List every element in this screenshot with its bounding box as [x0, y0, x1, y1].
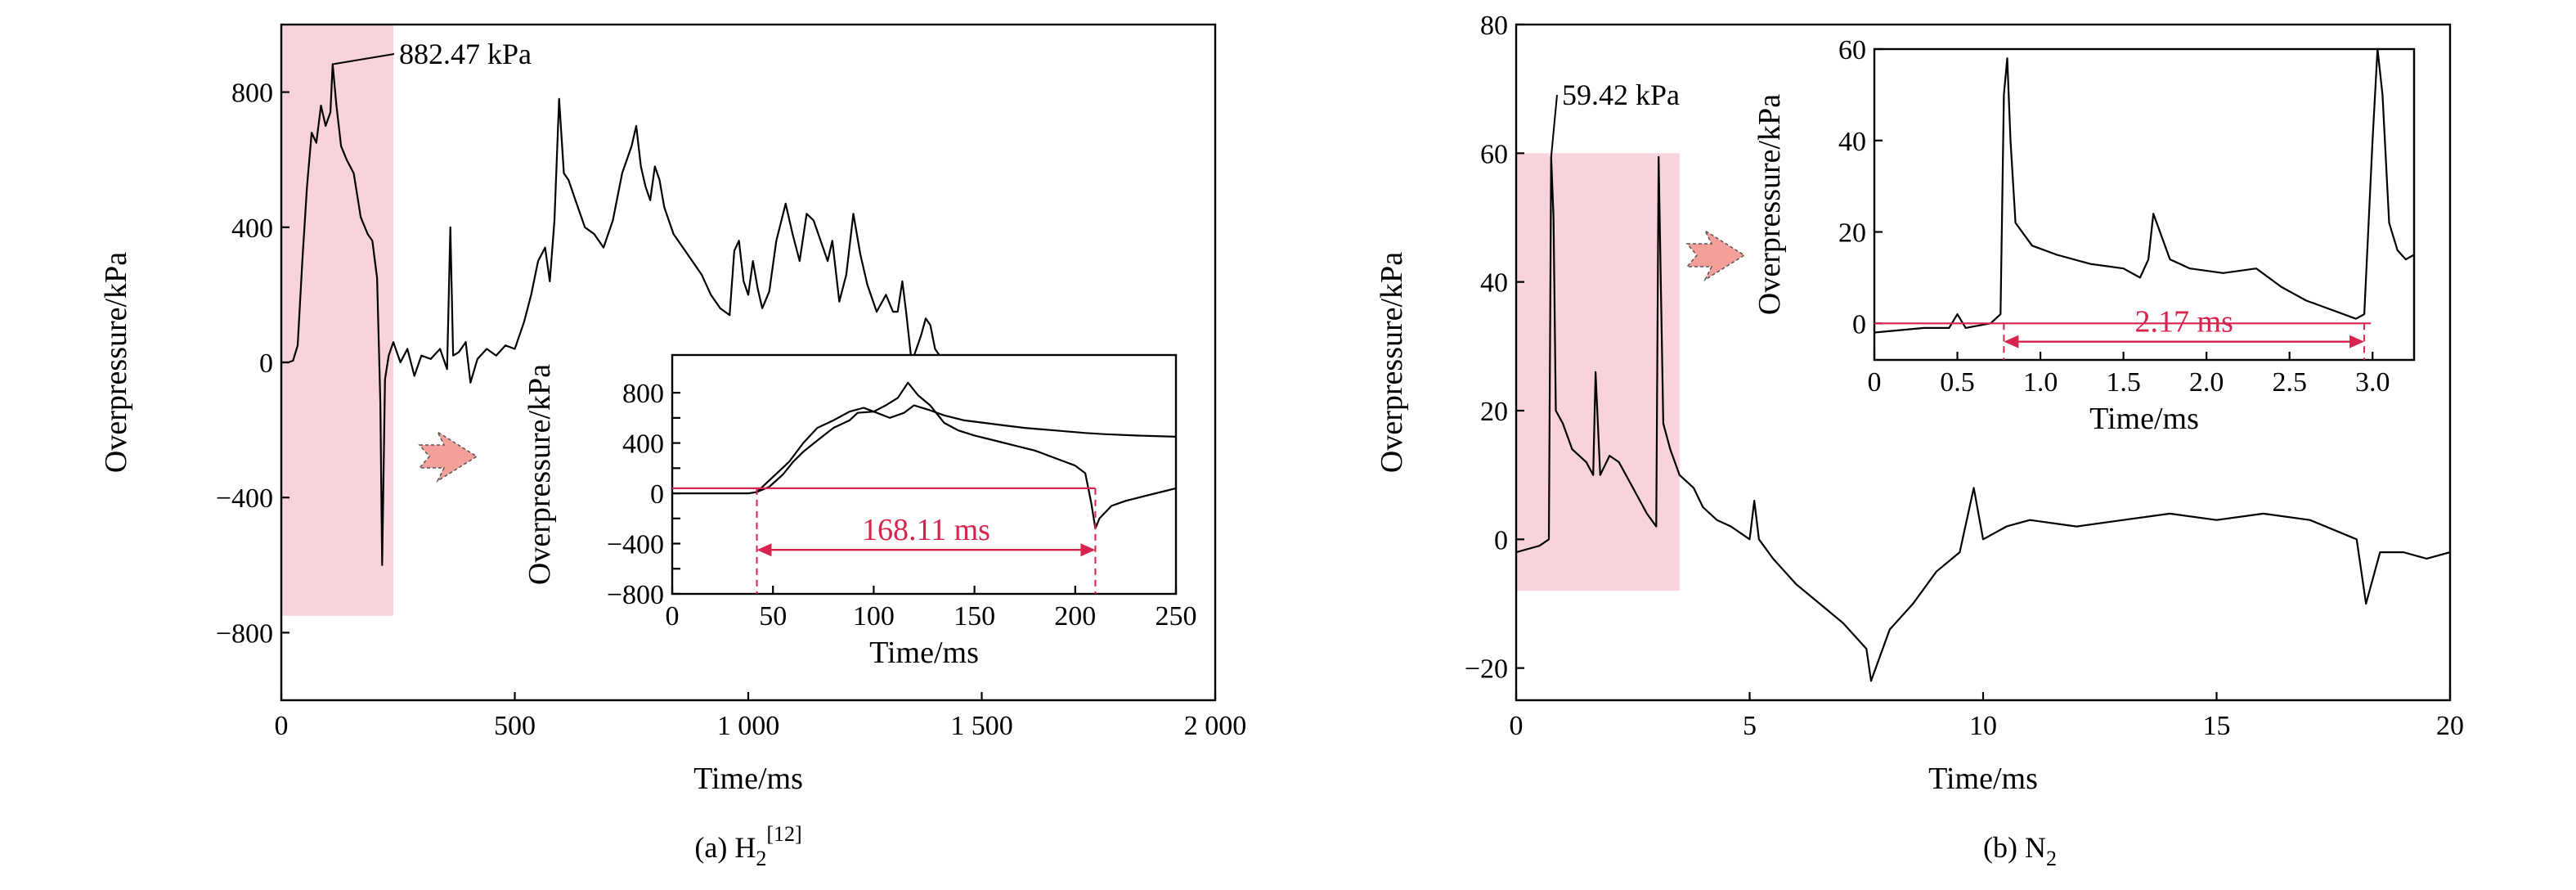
b-x-tick-label: 10	[1969, 711, 1997, 741]
b-inset-x-tick-label: 1.5	[2106, 367, 2141, 398]
a-caption-superscript: [12]	[766, 822, 801, 846]
b-x-tick-label: 0	[1510, 711, 1524, 741]
b-x-tick-label: 15	[2203, 711, 2231, 741]
a-peak-leader	[332, 53, 395, 65]
panel-a-h2: 0 500 1 000 1 500 2 000−800−4000400800Time/m…	[99, 23, 1247, 870]
b-inset-background	[1874, 49, 2414, 360]
b-zoom-arrow-icon	[1685, 228, 1746, 282]
a-inset-x-tick-label: 200	[1054, 601, 1096, 632]
a-x-tick-label: 0	[275, 711, 289, 741]
b-inset-y-tick-label: 0	[1852, 309, 1866, 339]
b-x-axis-label: Time/ms	[1928, 762, 2038, 796]
a-x-tick-label: 2 000	[1184, 711, 1247, 741]
a-inset-series-line-1	[756, 381, 1176, 530]
b-y-tick-label: 80	[1480, 11, 1508, 41]
b-inset-interval-arrow-left	[2004, 335, 2019, 348]
a-inset-x-tick-label: 50	[759, 601, 787, 632]
a-inset-x-axis-label: Time/ms	[869, 636, 979, 670]
b-inset-x-tick-label: 0.5	[1940, 367, 1975, 398]
a-y-tick-label: 400	[231, 214, 273, 244]
b-x-tick-label: 5	[1743, 711, 1757, 741]
a-inset-y-tick-label: 800	[622, 379, 664, 409]
a-inset-y-tick-label: 0	[650, 479, 664, 510]
a-x-tick-label: 500	[494, 711, 536, 741]
a-highlight-region	[281, 25, 394, 616]
a-y-tick-label: 800	[231, 79, 273, 109]
a-inset-interval-label: 168.11 ms	[862, 513, 990, 547]
b-inset-y-axis-label: Overpressure/kPa	[1752, 94, 1787, 315]
a-inset-x-tick-label: 0	[666, 601, 680, 632]
a-inset-interval-arrow-left	[756, 543, 772, 557]
b-highlight-region	[1516, 153, 1680, 591]
a-peak-label: 882.47 kPa	[399, 38, 532, 70]
a-x-tick-label: 1 000	[717, 711, 780, 741]
a-y-axis-label: Overpressure/kPa	[99, 252, 133, 473]
b-inset-x-axis-label: Time/ms	[2089, 402, 2199, 436]
a-series-line-0	[281, 63, 959, 566]
a-y-tick-label: −400	[216, 483, 273, 514]
a-inset-frame	[671, 353, 1178, 596]
a-inset-x-tick-label: 150	[954, 601, 995, 632]
b-peak-leader	[1550, 94, 1558, 157]
a-inset-y-tick-label: 400	[622, 429, 664, 460]
a-inset-y-tick-label: −800	[607, 580, 664, 610]
b-inset-interval-label: 2.17 ms	[2135, 305, 2233, 339]
b-inset-y-tick-label: 60	[1838, 35, 1866, 65]
a-inset-background	[672, 355, 1176, 594]
b-peak-label: 59.42 kPa	[1562, 79, 1680, 111]
b-y-axis-label: Overpressure/kPa	[1375, 252, 1409, 473]
b-inset-x-tick-label: 3.0	[2355, 367, 2390, 398]
b-caption: (b) N2	[1983, 831, 2057, 870]
a-inset-x-tick-label: 100	[853, 601, 895, 632]
b-inset-y-tick-label: 40	[1838, 127, 1866, 157]
b-y-tick-label: −20	[1465, 654, 1508, 685]
b-inset-x-tick-label: 0	[1868, 367, 1882, 398]
a-caption-subscript: 2	[756, 847, 766, 870]
b-inset-interval-arrow-right	[2349, 335, 2365, 348]
panel-b-n2: 0 5 10 15 20−20020406080Time/msOverpressure/…	[1375, 11, 2464, 870]
a-inset-y-axis-label: Overpressure/kPa	[523, 364, 557, 585]
a-x-axis-label: Time/ms	[693, 762, 803, 796]
b-y-tick-label: 40	[1480, 268, 1508, 299]
b-inset-x-tick-label: 1.0	[2023, 367, 2058, 398]
b-y-tick-label: 60	[1480, 139, 1508, 169]
a-y-tick-label: −800	[216, 618, 273, 649]
a-caption: (a) H2[12]	[694, 822, 801, 870]
b-y-tick-label: 0	[1494, 525, 1508, 555]
a-y-tick-label: 0	[259, 348, 273, 379]
b-series-line-0	[1516, 155, 2450, 682]
a-inset-interval-arrow-right	[1080, 543, 1096, 557]
a-zoom-arrow-icon	[418, 429, 478, 483]
b-frame	[1515, 23, 2452, 702]
b-x-tick-label: 20	[2436, 711, 2464, 741]
a-inset-y-tick-label: −400	[607, 530, 664, 560]
a-inset-series-line-0	[672, 404, 1176, 495]
a-x-tick-label: 1 500	[950, 711, 1013, 741]
b-inset-series-line-0	[1874, 49, 2414, 334]
b-inset-x-tick-label: 2.0	[2189, 367, 2224, 398]
b-y-tick-label: 20	[1480, 397, 1508, 427]
b-inset-y-tick-label: 20	[1838, 218, 1866, 249]
a-inset-x-tick-label: 250	[1156, 601, 1197, 632]
b-inset-x-tick-label: 2.5	[2272, 367, 2307, 398]
b-caption-prefix: (b) N	[1983, 831, 2046, 864]
b-caption-subscript: 2	[2046, 847, 2057, 870]
a-caption-prefix: (a) H	[694, 831, 756, 864]
b-inset-frame	[1873, 47, 2416, 362]
